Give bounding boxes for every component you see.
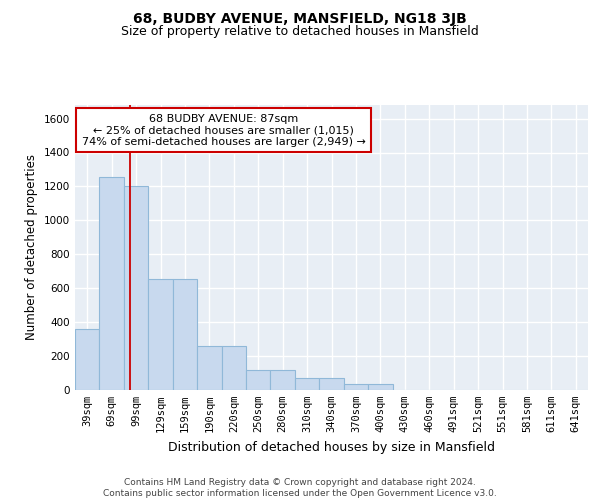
Bar — [75, 329, 100, 390]
X-axis label: Distribution of detached houses by size in Mansfield: Distribution of detached houses by size … — [168, 440, 495, 454]
Text: Contains HM Land Registry data © Crown copyright and database right 2024.
Contai: Contains HM Land Registry data © Crown c… — [103, 478, 497, 498]
Bar — [295, 378, 319, 390]
Bar — [221, 346, 246, 390]
Bar — [148, 279, 173, 390]
Bar — [344, 384, 368, 390]
Bar — [173, 279, 197, 390]
Bar — [271, 370, 295, 390]
Bar — [100, 177, 124, 390]
Bar — [246, 370, 271, 390]
Text: 68 BUDBY AVENUE: 87sqm
← 25% of detached houses are smaller (1,015)
74% of semi-: 68 BUDBY AVENUE: 87sqm ← 25% of detached… — [82, 114, 366, 147]
Y-axis label: Number of detached properties: Number of detached properties — [25, 154, 38, 340]
Text: 68, BUDBY AVENUE, MANSFIELD, NG18 3JB: 68, BUDBY AVENUE, MANSFIELD, NG18 3JB — [133, 12, 467, 26]
Text: Size of property relative to detached houses in Mansfield: Size of property relative to detached ho… — [121, 25, 479, 38]
Bar — [319, 378, 344, 390]
Bar — [368, 384, 392, 390]
Bar — [124, 186, 148, 390]
Bar — [197, 346, 221, 390]
